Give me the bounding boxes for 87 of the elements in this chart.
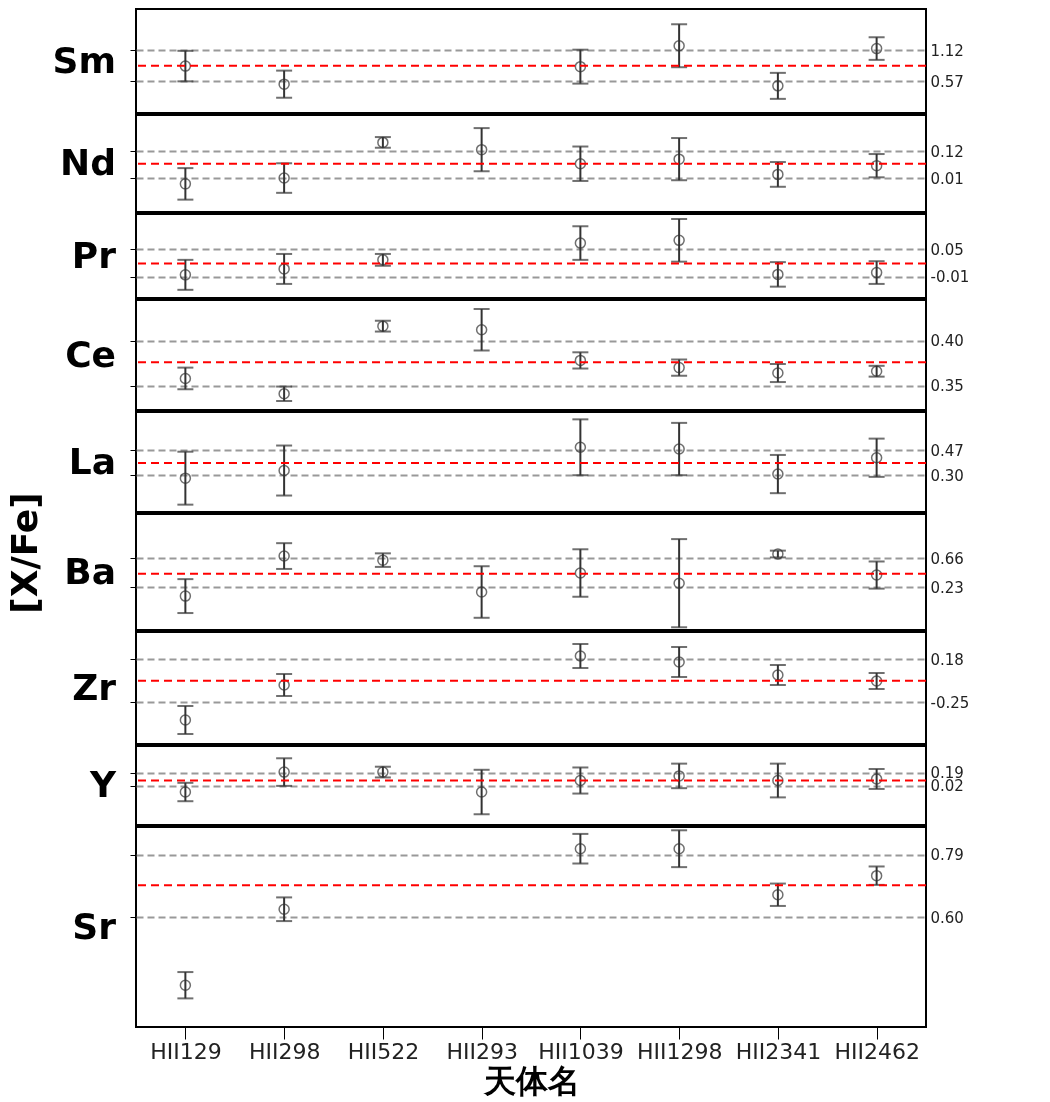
x-axis-title: 天体名 [482,1061,580,1100]
point [574,158,587,170]
point [475,786,488,798]
y-tick-label: 0.40 [930,332,964,351]
point [574,441,587,454]
y-tick-label: 0.79 [930,846,964,865]
point [179,472,192,484]
y-tick-label: 0.35 [930,377,964,396]
point [870,773,883,785]
point [574,237,587,249]
point [179,372,192,385]
point [278,464,290,477]
point [870,452,883,464]
point [673,842,685,855]
y-tick-label: 0.05 [930,240,964,259]
point [870,266,883,279]
point [673,40,685,52]
y-axis-title: Pr [71,234,117,276]
point [179,60,192,72]
point [278,263,290,275]
y-tick-label: -0.25 [930,693,970,712]
point [673,577,685,589]
point [179,269,192,281]
y-tick-label: 0.57 [930,72,964,91]
point [673,153,685,165]
y-axis-title: La [68,440,116,482]
point [772,80,784,92]
y-axis-title: Zr [72,666,117,708]
point [179,178,192,190]
y-tick-label: -0.01 [930,268,970,287]
point [870,869,883,882]
point [574,60,587,73]
point [475,586,488,598]
point [179,786,192,798]
point [278,172,290,184]
x-tick-label: HII2462 [834,1038,920,1064]
point [772,367,784,379]
x-tick-label: HII1298 [636,1038,723,1064]
point [673,656,685,668]
y-axis-title: Sm [52,39,116,81]
y-tick-label: 0.60 [930,908,964,927]
point [278,550,290,562]
point [673,770,685,782]
y-tick-label: 0.47 [930,441,964,460]
y-axis-title: Sr [72,905,117,947]
point [179,979,192,991]
point [278,903,290,915]
point [772,468,784,480]
x-tick-label: HII298 [248,1038,321,1064]
point [475,324,488,336]
x-tick-label: HII129 [150,1038,222,1064]
y-tick-label: 0.12 [930,142,964,161]
point [772,669,784,681]
y-tick-label: 0.23 [930,578,964,597]
point [772,268,784,281]
y-tick-label: 0.66 [930,549,964,568]
x-tick-label: HII1039 [538,1038,624,1064]
point [475,143,488,156]
point [772,774,784,787]
point [179,590,192,602]
point [574,842,587,855]
x-tick-label: HII2341 [735,1038,822,1064]
point [278,78,290,90]
point [574,774,587,787]
point [179,714,192,726]
y-tick-label: 0.01 [930,169,964,188]
x-tick-label: HII293 [446,1038,518,1064]
y-axis-title: Y [88,764,117,805]
point [278,766,290,778]
point [278,679,290,691]
point [574,650,587,662]
point [574,567,587,579]
point [772,889,784,901]
point [673,234,685,247]
y-axis-title: Ce [65,333,116,375]
point [870,569,883,581]
x-tick-label: HII522 [347,1038,420,1064]
y-tick-label: 0.30 [930,466,964,485]
point [772,168,784,181]
y-tick-label: 0.18 [930,650,964,669]
point [673,443,685,455]
y-axis-title: Ba [64,550,116,592]
y-tick-label: 1.12 [930,41,964,60]
point [870,42,883,55]
point [870,159,883,172]
y-axis-title: Nd [60,142,116,183]
text: [X/Fe] [4,492,46,614]
